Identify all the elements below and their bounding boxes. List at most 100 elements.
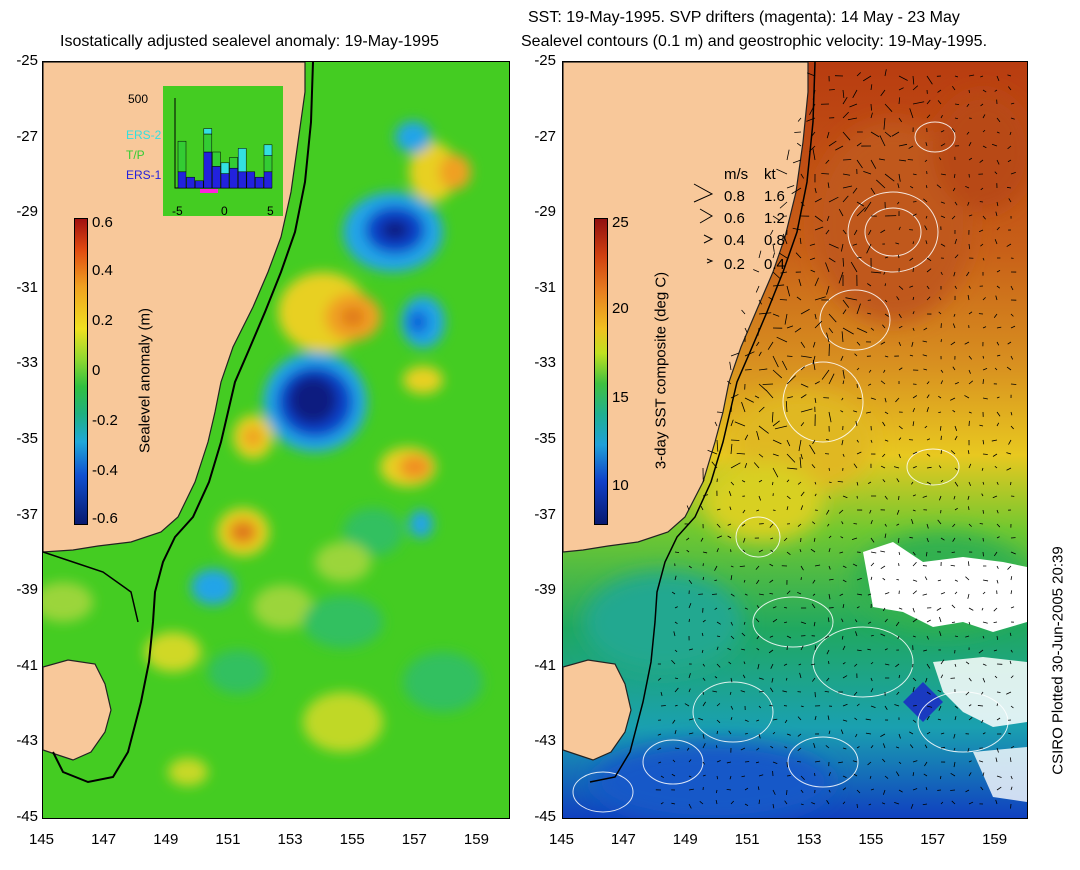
velocity-arrow (826, 215, 830, 222)
velocity-arrow (982, 129, 986, 133)
velocity-arrow (926, 731, 931, 735)
velocity-arrow (772, 355, 779, 368)
velocity-arrow (882, 577, 886, 581)
velocity-arrow (769, 563, 774, 567)
velocity-arrow (744, 462, 748, 469)
velocity-arrow (898, 97, 901, 105)
velocity-arrow (797, 117, 802, 122)
histogram-legend-tp: T/P (126, 148, 145, 162)
right-y-tick-7: -39 (534, 581, 556, 599)
velocity-key-kt-1: 1.2 (764, 210, 785, 227)
velocity-arrow (882, 758, 886, 763)
velocity-arrow (798, 278, 802, 287)
velocity-arrow (882, 479, 886, 483)
velocity-arrow (912, 213, 917, 217)
velocity-arrow (964, 395, 970, 399)
velocity-arrow (769, 593, 774, 595)
sealevel-cb-label-neg0.6: -0.6 (92, 510, 118, 527)
velocity-arrow (660, 775, 665, 779)
velocity-arrow (756, 719, 760, 722)
velocity-arrow (786, 506, 789, 511)
velocity-arrow (772, 467, 779, 478)
right-x-tick-0: 145 (549, 831, 575, 848)
velocity-arrow (1008, 198, 1012, 203)
velocity-arrow (982, 635, 985, 639)
velocity-arrow (898, 117, 902, 123)
velocity-arrow (758, 799, 761, 805)
velocity-arrow (734, 421, 746, 427)
velocity-arrow (909, 185, 914, 189)
velocity-arrow (780, 271, 788, 274)
right-x-tick-2: 149 (672, 831, 698, 848)
velocity-arrow (912, 551, 916, 556)
velocity-arrow (980, 75, 984, 78)
velocity-arrow (995, 757, 998, 763)
right-y-tick-2: -29 (534, 203, 556, 221)
velocity-arrow (926, 407, 929, 413)
histogram-bar-ers1-6 (229, 167, 238, 189)
velocity-arrow (730, 352, 739, 357)
velocity-arrow (702, 479, 705, 483)
velocity-arrow (716, 775, 719, 780)
velocity-arrow (950, 341, 956, 346)
velocity-arrow (993, 649, 998, 652)
velocity-arrow (884, 495, 888, 500)
velocity-arrow (870, 551, 877, 554)
velocity-arrow (828, 772, 831, 777)
velocity-arrow (674, 551, 680, 554)
velocity-arrow (835, 145, 844, 151)
velocity-arrow (891, 131, 900, 137)
velocity-arrow (856, 327, 868, 334)
velocity-arrow (800, 408, 813, 413)
velocity-arrow (898, 551, 901, 555)
velocity-arrow (726, 788, 732, 791)
velocity-arrow (954, 591, 958, 595)
velocity-arrow (758, 312, 772, 315)
left-x-tick-3: 151 (215, 831, 241, 848)
sealevel-anomaly-map (42, 61, 510, 819)
velocity-arrow (909, 354, 914, 357)
velocity-arrow (757, 663, 760, 670)
velocity-arrow (798, 663, 802, 666)
velocity-arrow (1006, 366, 1012, 371)
histogram-bar-tp-0 (177, 140, 187, 173)
velocity-arrow (769, 635, 774, 638)
velocity-arrow (908, 145, 914, 149)
velocity-arrow (825, 229, 830, 235)
velocity-arrow (1010, 675, 1014, 679)
velocity-arrow (814, 397, 817, 404)
velocity-arrow (716, 760, 721, 763)
left-y-tick-4: -33 (16, 354, 38, 372)
velocity-arrow (954, 285, 957, 289)
velocity-arrow (814, 277, 819, 287)
velocity-arrow (926, 635, 929, 640)
velocity-arrow (968, 523, 972, 527)
velocity-arrow (925, 240, 928, 245)
velocity-arrow (994, 171, 998, 175)
velocity-arrow (856, 159, 863, 169)
left-x-tick-0: 145 (29, 831, 55, 848)
velocity-arrow (828, 373, 835, 385)
velocity-arrow (813, 743, 816, 749)
velocity-arrow (924, 744, 928, 749)
velocity-arrow (714, 676, 718, 679)
velocity-arrow (842, 257, 845, 267)
velocity-arrow (854, 717, 858, 721)
velocity-arrow (992, 495, 998, 499)
velocity-arrow (926, 715, 930, 721)
velocity-arrow (978, 649, 984, 654)
velocity-arrow (730, 419, 734, 427)
velocity-arrow (937, 689, 942, 693)
right-x-tick-4: 153 (796, 831, 822, 848)
velocity-arrow (726, 761, 732, 764)
velocity-arrow (870, 187, 876, 195)
velocity-arrow (772, 761, 778, 764)
velocity-arrow (716, 635, 721, 638)
velocity-arrow (842, 675, 848, 679)
velocity-arrow (968, 157, 973, 161)
histogram-bar-ers1-2 (194, 180, 204, 189)
velocity-arrow (967, 593, 970, 599)
velocity-arrow (702, 761, 705, 765)
velocity-arrow (996, 226, 1000, 231)
velocity-arrow (898, 761, 902, 765)
